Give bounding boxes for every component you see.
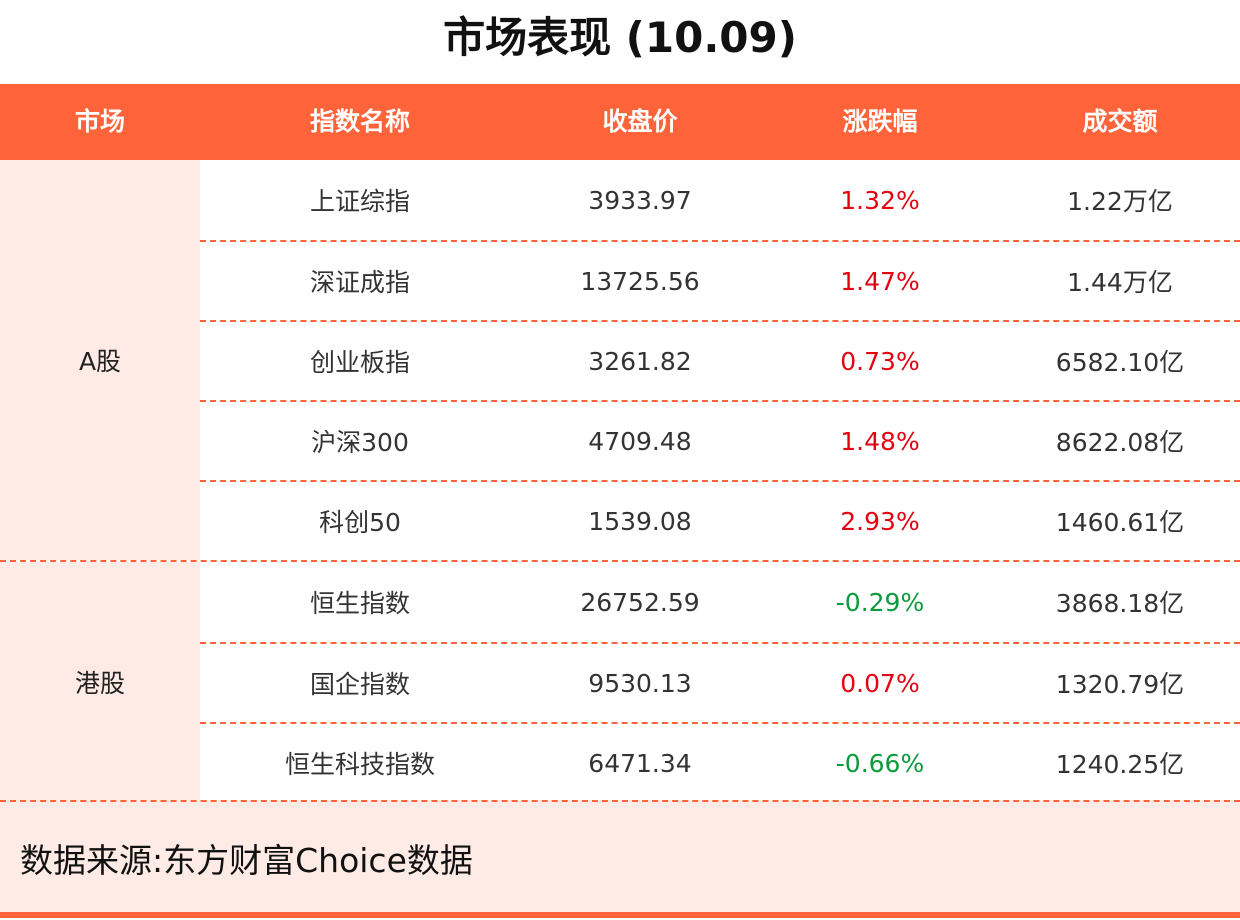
change-percent: 0.07% [840, 668, 920, 698]
change-percent: 1.32% [840, 185, 920, 215]
market-group: 港股 恒生指数 26752.59 -0.29% 3868.18亿 国企指数 95… [0, 560, 1240, 802]
index-name: 科创50 [319, 508, 401, 537]
change-percent: -0.66% [835, 748, 925, 778]
index-name: 创业板指 [309, 348, 410, 377]
table-row: 恒生指数 26752.59 -0.29% 3868.18亿 [200, 562, 1240, 642]
close-price: 3933.97 [588, 185, 692, 215]
rows: 上证综指 3933.97 1.32% 1.22万亿 深证成指 13725.56 … [200, 160, 1240, 560]
table-header: 市场 指数名称 收盘价 涨跌幅 成交额 [0, 84, 1240, 160]
turnover: 8622.08亿 [1055, 428, 1185, 457]
table-row: 科创50 1539.08 2.93% 1460.61亿 [200, 480, 1240, 560]
source-note: 数据来源:东方财富Choice数据 [0, 800, 1240, 912]
turnover: 1.44万亿 [1067, 268, 1173, 297]
close-price: 1539.08 [588, 506, 692, 536]
close-price: 26752.59 [580, 587, 700, 617]
table-row: 深证成指 13725.56 1.47% 1.44万亿 [200, 240, 1240, 320]
close-price: 9530.13 [588, 668, 692, 698]
change-percent: 1.47% [840, 266, 920, 296]
change-percent: -0.29% [835, 587, 925, 617]
turnover: 1240.25亿 [1055, 750, 1185, 779]
index-name: 深证成指 [309, 268, 410, 297]
market-cell: A股 [0, 160, 200, 560]
index-name: 上证综指 [309, 187, 410, 216]
index-name: 国企指数 [309, 670, 410, 699]
header-turnover: 成交额 [1082, 107, 1158, 136]
change-percent: 2.93% [840, 506, 920, 536]
header-close: 收盘价 [602, 107, 678, 136]
close-price: 13725.56 [580, 266, 700, 296]
header-index-name: 指数名称 [309, 107, 410, 136]
rows: 恒生指数 26752.59 -0.29% 3868.18亿 国企指数 9530.… [200, 562, 1240, 802]
table-row: 上证综指 3933.97 1.32% 1.22万亿 [200, 160, 1240, 240]
turnover: 3868.18亿 [1055, 589, 1185, 618]
market-cell: 港股 [0, 562, 200, 802]
turnover: 1460.61亿 [1055, 508, 1185, 537]
close-price: 3261.82 [588, 346, 692, 376]
table-row: 沪深300 4709.48 1.48% 8622.08亿 [200, 400, 1240, 480]
table-row: 创业板指 3261.82 0.73% 6582.10亿 [200, 320, 1240, 400]
turnover: 1320.79亿 [1055, 670, 1185, 699]
index-name: 恒生指数 [309, 589, 410, 618]
turnover: 1.22万亿 [1067, 187, 1173, 216]
table-row: 恒生科技指数 6471.34 -0.66% 1240.25亿 [200, 722, 1240, 802]
change-percent: 0.73% [840, 346, 920, 376]
bottom-bar [0, 912, 1240, 918]
table-body: A股 上证综指 3933.97 1.32% 1.22万亿 深证成指 13725.… [0, 160, 1240, 802]
header-market: 市场 [74, 107, 125, 136]
header-change: 涨跌幅 [842, 107, 918, 136]
index-name: 恒生科技指数 [284, 750, 435, 779]
change-percent: 1.48% [840, 426, 920, 456]
turnover: 6582.10亿 [1055, 348, 1185, 377]
close-price: 6471.34 [588, 748, 692, 778]
index-name: 沪深300 [311, 428, 409, 457]
table-row: 国企指数 9530.13 0.07% 1320.79亿 [200, 642, 1240, 722]
page-title: 市场表现 (10.09) [443, 13, 797, 62]
market-group: A股 上证综指 3933.97 1.32% 1.22万亿 深证成指 13725.… [0, 160, 1240, 560]
close-price: 4709.48 [588, 426, 692, 456]
